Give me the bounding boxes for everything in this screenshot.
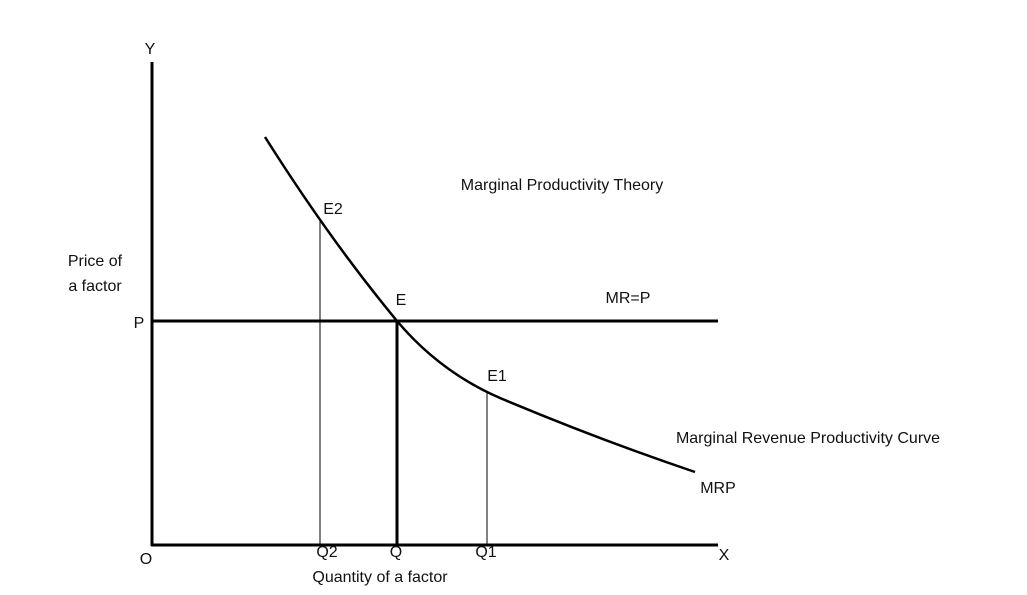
curve-name: Marginal Revenue Productivity Curve	[676, 430, 940, 447]
point-label: E	[396, 292, 407, 309]
mr-label: MR=P	[606, 290, 651, 307]
y-axis-label: Y	[145, 41, 156, 58]
quantity-label: Q	[390, 544, 402, 561]
title: Marginal Productivity Theory	[461, 177, 663, 194]
point-label: E1	[487, 368, 507, 385]
origin-label: O	[140, 551, 152, 568]
quantity-label: Q2	[316, 544, 337, 561]
price-label: P	[134, 315, 145, 332]
curve-label: MRP	[700, 480, 736, 497]
x-axis-label: X	[719, 547, 730, 564]
y-title: a factor	[68, 278, 122, 295]
x-title: Quantity of a factor	[312, 569, 448, 586]
y-title: Price of	[68, 253, 123, 270]
mrp-curve	[263, 136, 696, 474]
point-label: E2	[323, 201, 343, 218]
quantity-label: Q1	[475, 544, 496, 561]
